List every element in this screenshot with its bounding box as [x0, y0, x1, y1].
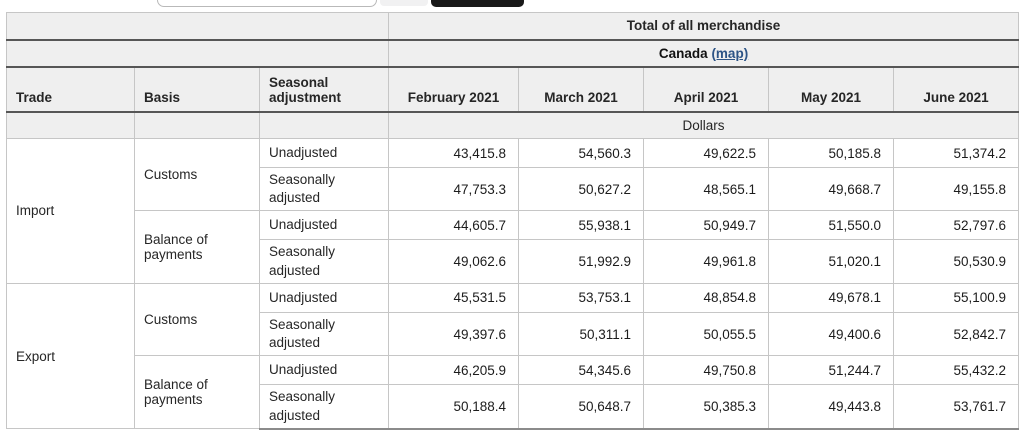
- table-row: Import Customs Unadjusted 43,415.8 54,56…: [6, 137, 1020, 284]
- data-cell: 50,185.8: [768, 138, 895, 168]
- data-cell: 49,961.8: [643, 239, 770, 284]
- merchandise-header-cell: Total of all merchandise: [388, 12, 1020, 41]
- data-cell: 46,205.9: [388, 355, 520, 386]
- unit-row: Dollars: [6, 111, 1020, 139]
- basis-label-customs: Customs: [134, 282, 260, 357]
- data-cell: 52,842.7: [893, 311, 1020, 357]
- trade-column-header: Trade: [6, 66, 135, 113]
- empty-corner-cell: [5, 12, 390, 41]
- adjustment-label: Unadjusted: [258, 355, 390, 386]
- data-cell: 49,400.6: [768, 311, 895, 357]
- data-cell: 49,443.8: [768, 384, 895, 430]
- data-cell: 51,020.1: [768, 239, 895, 284]
- apply-button[interactable]: [431, 0, 524, 7]
- data-cell: 53,761.7: [893, 384, 1020, 430]
- data-cell: 48,854.8: [643, 282, 770, 313]
- data-cell: 53,753.1: [518, 282, 645, 313]
- adjustment-label: Seasonally adjusted: [258, 239, 390, 284]
- empty-corner-cell: [5, 39, 390, 68]
- empty-cell: [6, 111, 135, 139]
- data-cell: 55,432.2: [893, 355, 1020, 386]
- data-cell: 55,100.9: [893, 282, 1020, 313]
- data-cell: 48,565.1: [643, 166, 770, 212]
- data-cell: 49,668.7: [768, 166, 895, 212]
- data-cell: 52,797.6: [893, 210, 1020, 241]
- data-cell: 49,678.1: [768, 282, 895, 313]
- data-cell: 54,345.6: [518, 355, 645, 386]
- data-cell: 43,415.8: [388, 138, 520, 168]
- data-cell: 47,753.3: [388, 166, 520, 212]
- trade-label-export: Export: [6, 282, 135, 430]
- table-row: Balance of payments Unadjusted 44,605.7 …: [7, 210, 1020, 284]
- geography-header-row: Canada (map): [5, 39, 1020, 68]
- geography-header-cell: Canada (map): [388, 39, 1020, 68]
- merchandise-trade-table: Total of all merchandise Canada (map) Tr…: [5, 12, 1020, 430]
- data-cell: 51,244.7: [768, 355, 895, 386]
- data-cell: 50,188.4: [388, 384, 520, 430]
- trade-label-import: Import: [6, 138, 135, 284]
- table-row: Balance of payments Unadjusted 46,205.9 …: [7, 355, 1020, 430]
- data-cell: 50,385.3: [643, 384, 770, 430]
- data-cell: 50,648.7: [518, 384, 645, 430]
- map-link[interactable]: (map): [711, 45, 749, 61]
- data-cell: 44,605.7: [388, 210, 520, 241]
- merchandise-header-row: Total of all merchandise: [5, 12, 1020, 41]
- data-cell: 49,750.8: [643, 355, 770, 386]
- empty-cell: [134, 111, 260, 139]
- data-cell: 55,938.1: [518, 210, 645, 241]
- data-cell: 49,062.6: [388, 239, 520, 284]
- adjustment-label: Seasonally adjusted: [258, 166, 390, 212]
- data-cell: 50,627.2: [518, 166, 645, 212]
- table-row: Seasonally adjusted 49,397.6 50,311.1 50…: [7, 311, 1020, 357]
- basis-label-balance-of-payments: Balance of payments: [134, 355, 260, 430]
- adjustment-label: Seasonally adjusted: [258, 311, 390, 357]
- data-cell: 45,531.5: [388, 282, 520, 313]
- data-cell: 50,055.5: [643, 311, 770, 357]
- filter-input[interactable]: [157, 0, 377, 7]
- month-header-may: May 2021: [768, 66, 895, 113]
- adjustment-label: Unadjusted: [258, 138, 390, 168]
- basis-label-balance-of-payments: Balance of payments: [134, 210, 260, 284]
- data-cell: 49,622.5: [643, 138, 770, 168]
- basis-label-customs: Customs: [134, 137, 260, 212]
- data-cell: 49,397.6: [388, 311, 520, 357]
- data-cell: 51,374.2: [893, 138, 1020, 168]
- table-row: Seasonally adjusted 47,753.3 50,627.2 48…: [7, 166, 1020, 212]
- month-header-june: June 2021: [893, 66, 1020, 113]
- seasonal-adjustment-column-header: Seasonal adjustment: [258, 66, 390, 113]
- geography-label: Canada: [658, 45, 708, 61]
- month-header-february: February 2021: [388, 66, 520, 113]
- data-cell: 50,530.9: [893, 239, 1020, 284]
- adjustment-label: Seasonally adjusted: [258, 384, 390, 430]
- unit-label-cell: Dollars: [388, 111, 1020, 139]
- data-cell: 51,550.0: [768, 210, 895, 241]
- data-cell: 50,949.7: [643, 210, 770, 241]
- data-cell: 54,560.3: [518, 138, 645, 168]
- secondary-button[interactable]: [380, 0, 428, 6]
- adjustment-label: Unadjusted: [258, 210, 390, 241]
- data-cell: 50,311.1: [518, 311, 645, 357]
- data-cell: 51,992.9: [518, 239, 645, 284]
- data-cell: 49,155.8: [893, 166, 1020, 212]
- empty-cell: [258, 111, 390, 139]
- table-row: Seasonally adjusted 50,188.4 50,648.7 50…: [7, 384, 1020, 430]
- adjustment-label: Unadjusted: [258, 282, 390, 313]
- month-header-april: April 2021: [643, 66, 770, 113]
- basis-column-header: Basis: [134, 66, 260, 113]
- month-header-march: March 2021: [518, 66, 645, 113]
- column-header-row: Trade Basis Seasonal adjustment February…: [6, 66, 1020, 113]
- table-row: Export Customs Unadjusted 45,531.5 53,75…: [6, 282, 1020, 430]
- table-row: Seasonally adjusted 49,062.6 51,992.9 49…: [7, 239, 1020, 284]
